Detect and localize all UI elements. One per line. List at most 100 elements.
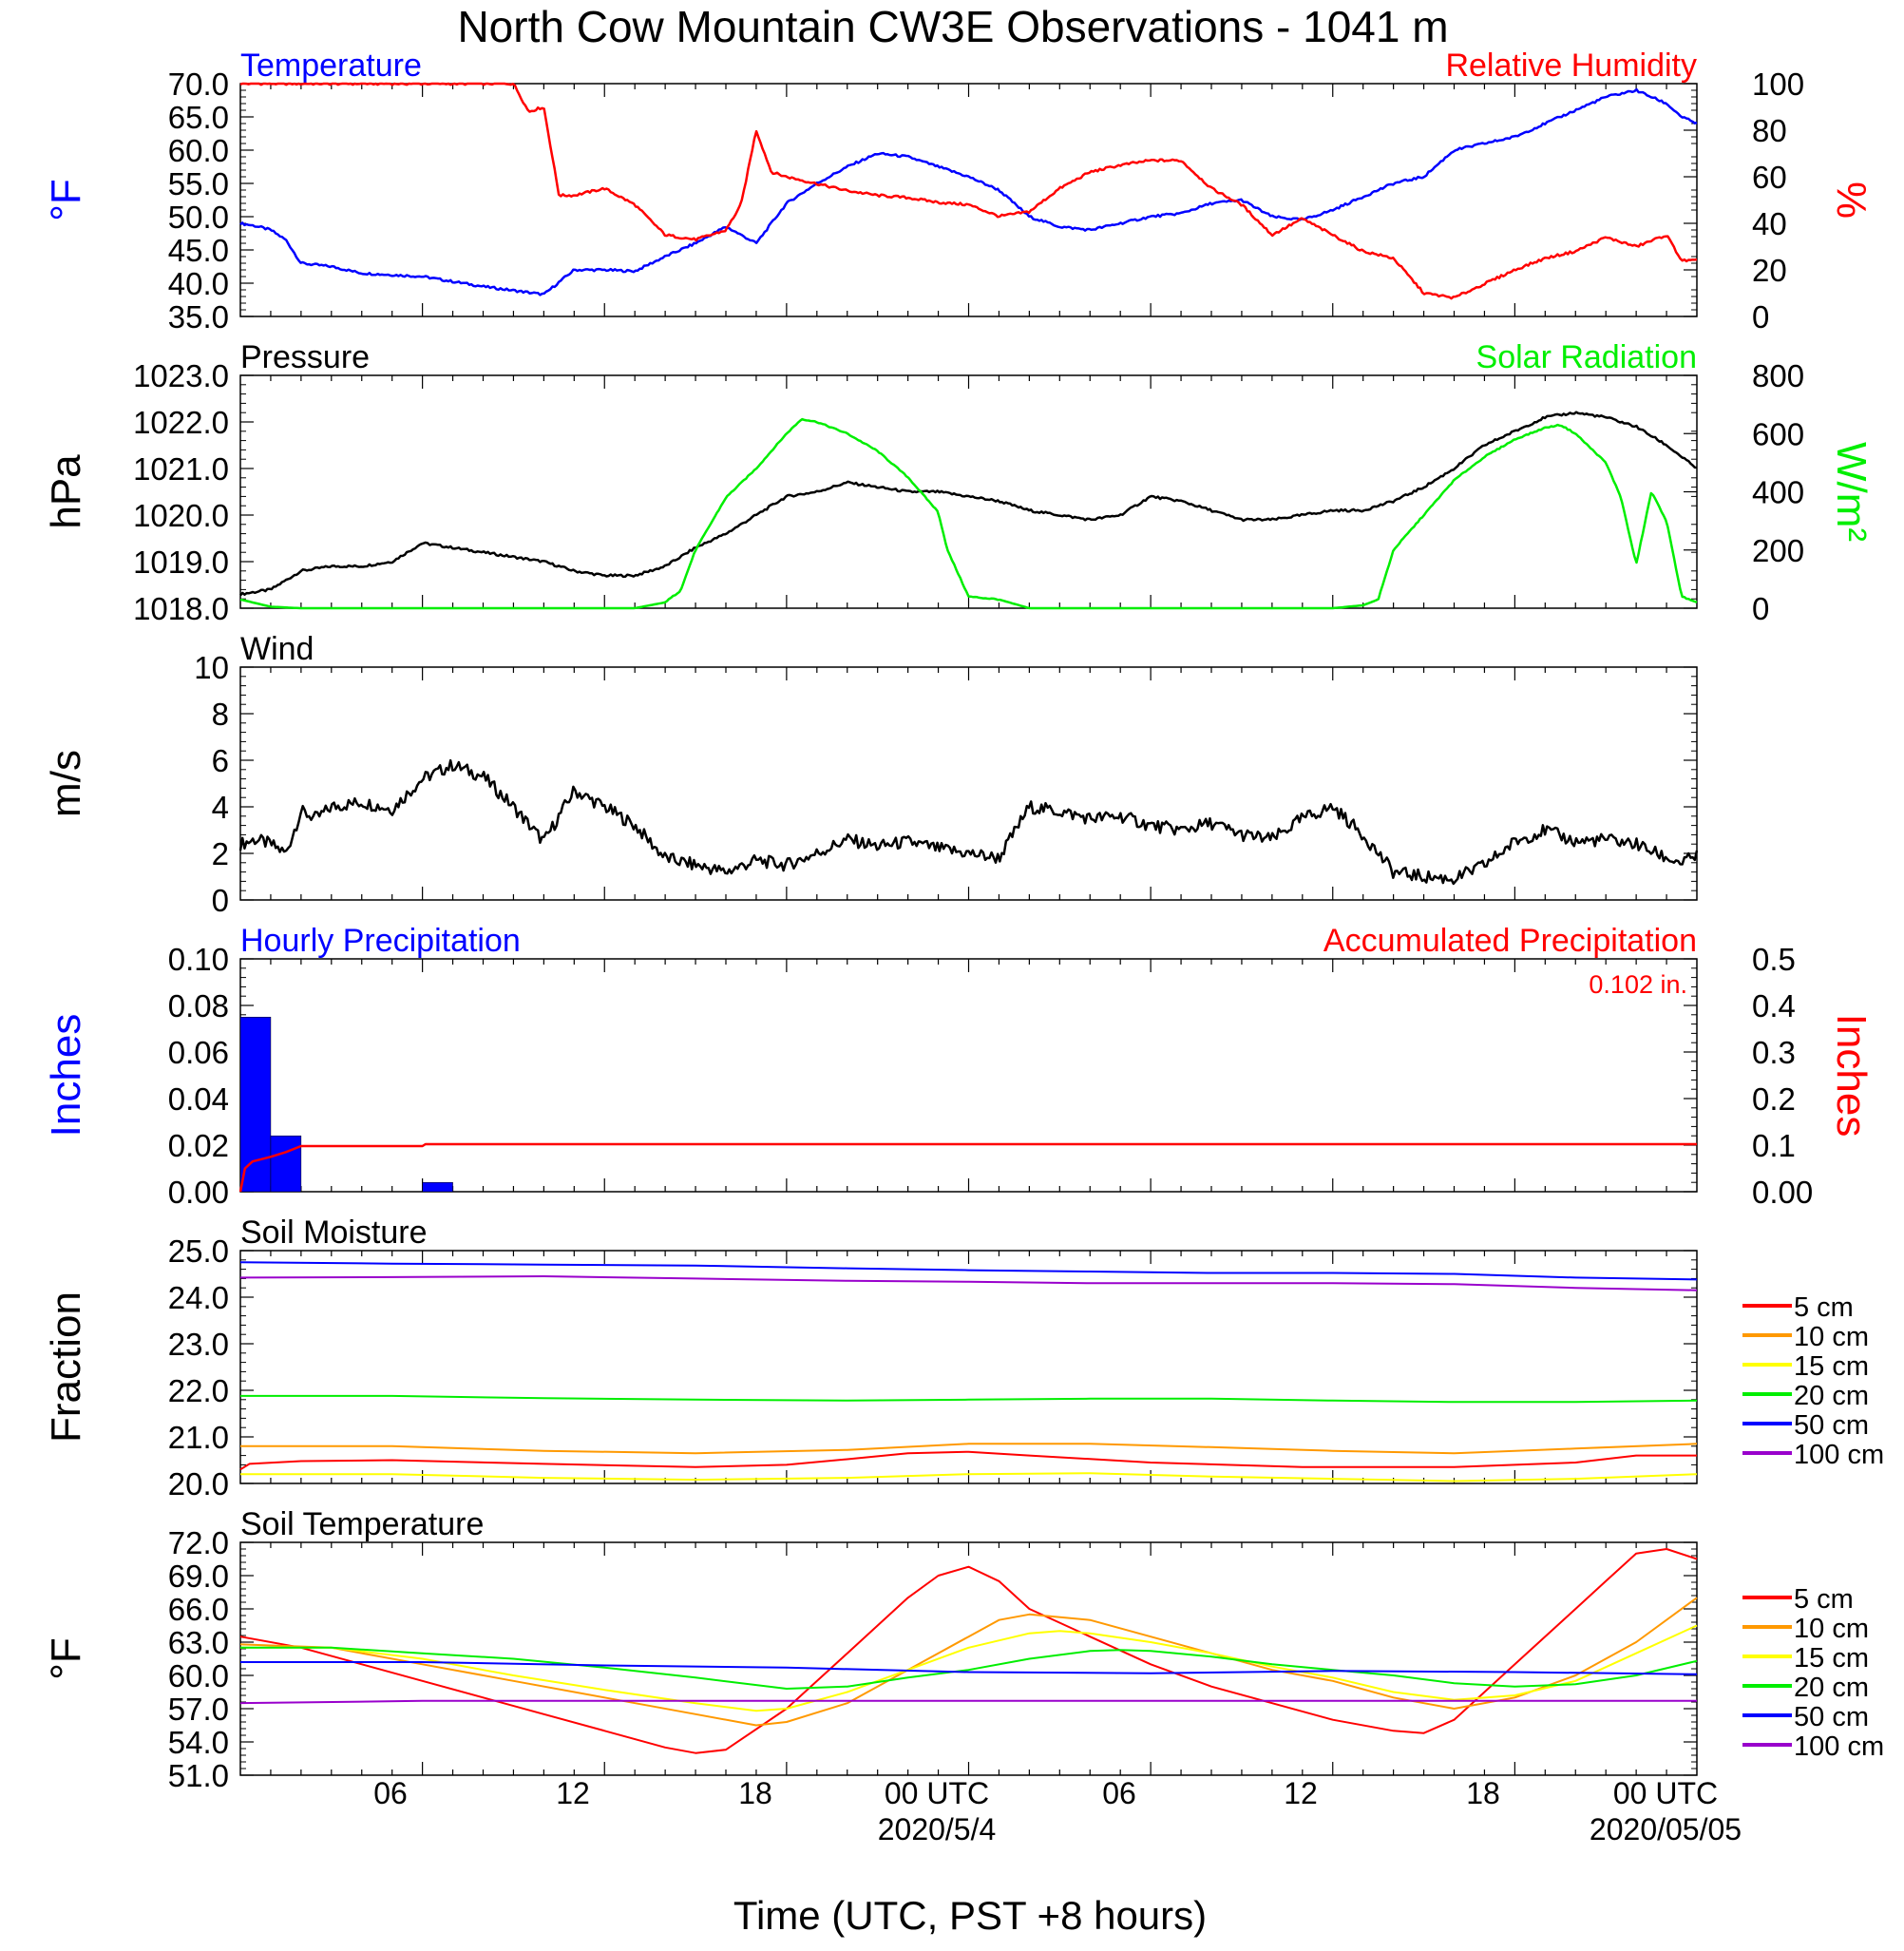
series-line — [239, 1597, 1698, 1727]
legend-label: 100 cm — [1794, 1731, 1884, 1762]
y-tick-label: 40.0 — [168, 266, 229, 301]
x-tick-label: 00 UTC — [1613, 1776, 1718, 1810]
x-tick-label: 00 UTC — [885, 1776, 989, 1810]
panels: 70.065.060.055.050.045.040.035.010080604… — [43, 48, 1884, 1793]
panel-frame — [239, 1541, 1698, 1776]
y-tick-label: 1019.0 — [133, 545, 229, 580]
y-right-tick-label: 60 — [1752, 160, 1787, 195]
x-tick-label: 06 — [1102, 1776, 1136, 1810]
legend-label: 10 cm — [1794, 1614, 1869, 1644]
y-tick-label: 10 — [194, 650, 229, 685]
y-tick-label: 1022.0 — [133, 405, 229, 440]
y-tick-label: 23.0 — [168, 1327, 229, 1362]
y-tick-label: 60.0 — [168, 133, 229, 168]
series-line — [240, 1443, 1698, 1455]
legend-label: 10 cm — [1794, 1322, 1869, 1352]
y-right-tick-label: 40 — [1752, 206, 1787, 241]
series-line — [240, 1472, 1698, 1482]
y-tick-label: 57.0 — [168, 1692, 229, 1727]
y-tick-label: 1020.0 — [133, 498, 229, 533]
panel-2: 10 8 6 4 2 0 Wind m/s — [43, 631, 1699, 918]
y-axis-title: °F — [43, 1637, 89, 1679]
y-tick-label: 72.0 — [168, 1525, 229, 1560]
legend-label: 50 cm — [1794, 1702, 1869, 1732]
panel-left-title: Pressure — [240, 339, 370, 375]
y-tick-label: 0.08 — [168, 988, 229, 1023]
panel-left-title: Temperature — [240, 48, 422, 84]
panel-right-title: Solar Radiation — [1476, 339, 1697, 375]
panel-4: 25.0 24.0 23.0 22.0 21.0 20.0 Soil Moisture Fra… — [43, 1215, 1884, 1502]
y-right-tick-label: 0.3 — [1752, 1035, 1796, 1070]
x-axis-title: Time (UTC, PST +8 hours) — [733, 1893, 1207, 1938]
x-tick-label: 18 — [1466, 1776, 1500, 1810]
precip-bar — [270, 1135, 302, 1193]
y-right-tick-label: 200 — [1752, 533, 1804, 568]
panel-right-title: Accumulated Precipitation — [1323, 923, 1697, 959]
y-tick-label: 22.0 — [168, 1373, 229, 1408]
y-right-tick-label: 100 — [1752, 67, 1804, 102]
series-line — [239, 1450, 1697, 1471]
y-tick-label: 50.0 — [168, 200, 229, 235]
legend-label: 15 cm — [1794, 1351, 1869, 1382]
y-tick-label: 25.0 — [168, 1234, 229, 1269]
panel-5: 72.069.066.063.060.057.054.051.0 Soil Tem… — [43, 1506, 1884, 1793]
series-line — [239, 1261, 1698, 1281]
y-tick-label: 63.0 — [168, 1625, 229, 1660]
y-axis-right-title: % — [1828, 182, 1875, 219]
legend-label: 20 cm — [1794, 1673, 1869, 1703]
y-tick-label: 1023.0 — [133, 358, 229, 393]
y-right-tick-label: 0 — [1752, 299, 1769, 335]
panel-0: 70.065.060.055.050.045.040.035.0 100 80 60 4… — [43, 48, 1875, 335]
y-axis-title: hPa — [43, 454, 89, 529]
legend-label: 5 cm — [1794, 1584, 1854, 1615]
panel-3: 0.100.080.060.040.020.000.50.40.30.20.10… — [43, 923, 1875, 1210]
y-axis-title: Inches — [43, 1014, 89, 1138]
y-tick-label: 20.0 — [168, 1466, 229, 1502]
panel-frame — [239, 958, 1698, 1193]
y-tick-label: 51.0 — [168, 1758, 229, 1793]
legend-label: 100 cm — [1794, 1440, 1884, 1470]
legend-label: 15 cm — [1794, 1643, 1869, 1674]
y-tick-label: 66.0 — [168, 1592, 229, 1627]
panel-left-title: Soil Moisture — [240, 1215, 428, 1251]
y-right-tick-label: 0.5 — [1752, 942, 1796, 977]
x-date-label: 2020/05/05 — [1590, 1812, 1742, 1846]
y-tick-label: 21.0 — [168, 1420, 229, 1455]
y-tick-label: 0.02 — [168, 1128, 229, 1163]
panel-frame — [239, 666, 1698, 901]
y-tick-label: 69.0 — [168, 1559, 229, 1594]
y-tick-label: 1021.0 — [133, 451, 229, 487]
y-axis-title: Fraction — [43, 1291, 89, 1443]
y-right-tick-label: 20 — [1752, 253, 1787, 288]
y-tick-label: 0.04 — [168, 1081, 229, 1117]
y-tick-label: 24.0 — [168, 1280, 229, 1315]
panel-frame — [239, 374, 1698, 609]
series-line — [240, 1394, 1698, 1404]
legend-label: 5 cm — [1794, 1292, 1854, 1323]
series-line — [238, 1142, 1697, 1193]
y-tick-label: 0.00 — [168, 1175, 229, 1210]
panel-left-title: Wind — [240, 631, 314, 667]
y-tick-label: 35.0 — [168, 299, 229, 335]
y-tick-label: 70.0 — [168, 67, 229, 102]
y-tick-label: 2 — [212, 836, 229, 871]
x-axis-labels: 06 12 18 00 UTC 06 12 18 00 UTC 2020/5/4… — [373, 1776, 1742, 1938]
y-tick-label: 8 — [212, 697, 229, 732]
precip-bar — [239, 1017, 272, 1193]
y-tick-label: 0.06 — [168, 1035, 229, 1070]
y-right-tick-label: 600 — [1752, 416, 1804, 451]
x-tick-label: 18 — [738, 1776, 772, 1810]
precip-bar — [422, 1181, 453, 1193]
figure-title: North Cow Mountain CW3E Observations - 1… — [457, 2, 1448, 51]
panel-right-title: Relative Humidity — [1445, 48, 1697, 84]
x-tick-label: 06 — [373, 1776, 408, 1810]
y-tick-label: 4 — [212, 790, 229, 825]
y-right-tick-label: 0 — [1752, 591, 1769, 626]
x-tick-label: 12 — [1284, 1776, 1318, 1810]
panel-left-title: Soil Temperature — [240, 1506, 484, 1542]
y-axis-right-title: Inches — [1828, 1014, 1875, 1138]
panel-left-title: Hourly Precipitation — [240, 923, 521, 959]
series-line — [239, 87, 1698, 296]
y-right-tick-label: 0.00 — [1752, 1175, 1813, 1210]
